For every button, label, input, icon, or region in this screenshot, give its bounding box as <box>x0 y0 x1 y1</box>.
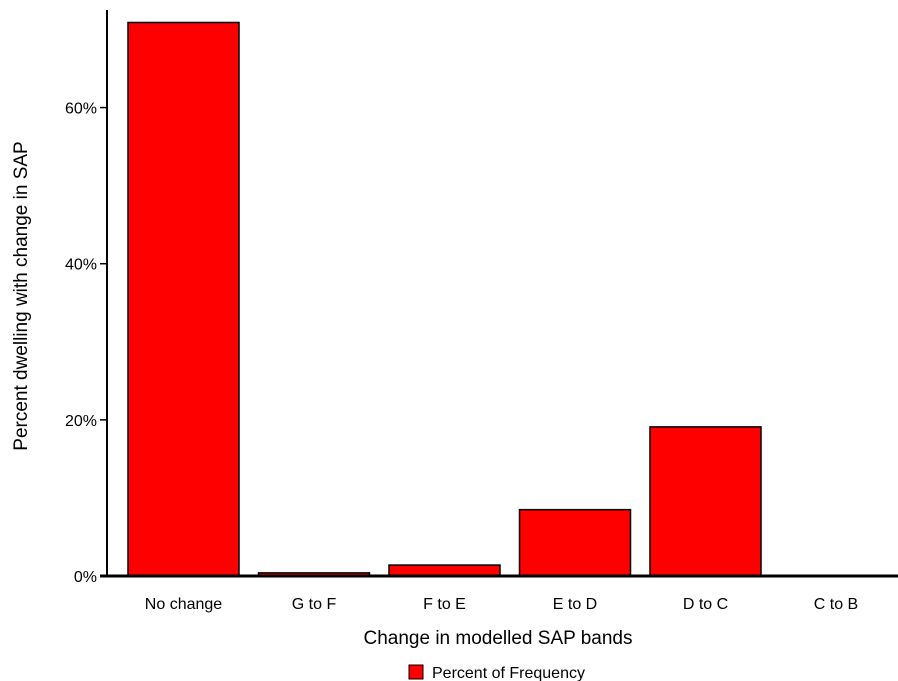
x-tick-label: No change <box>145 596 222 613</box>
bar-d-to-c <box>649 426 762 577</box>
x-tick-label: G to F <box>292 596 337 613</box>
y-axis: 0% 20% 40% 60% <box>65 10 108 586</box>
legend-label: Percent of Frequency <box>432 665 585 681</box>
y-axis-title: Percent dwelling with change in SAP <box>11 141 32 450</box>
bar-f-to-e <box>388 564 501 577</box>
x-tick-label: F to E <box>423 596 466 613</box>
x-tick-label: D to C <box>683 596 728 613</box>
bars <box>127 21 893 577</box>
y-tick-label: 0% <box>74 569 97 586</box>
x-tick-label: E to D <box>553 596 597 613</box>
x-tick-label: C to B <box>814 596 858 613</box>
y-tick-label: 60% <box>65 101 97 118</box>
legend-swatch <box>408 664 424 680</box>
x-axis: No change G to F F to E E to D D to C C to B <box>100 574 898 613</box>
bar-e-to-d <box>518 508 632 577</box>
x-axis-title: Change in modelled SAP bands <box>363 628 632 649</box>
legend: Percent of Frequency <box>408 664 585 681</box>
y-tick-label: 40% <box>65 257 97 274</box>
bar-no-change <box>127 21 240 577</box>
y-tick-label: 20% <box>65 413 97 430</box>
